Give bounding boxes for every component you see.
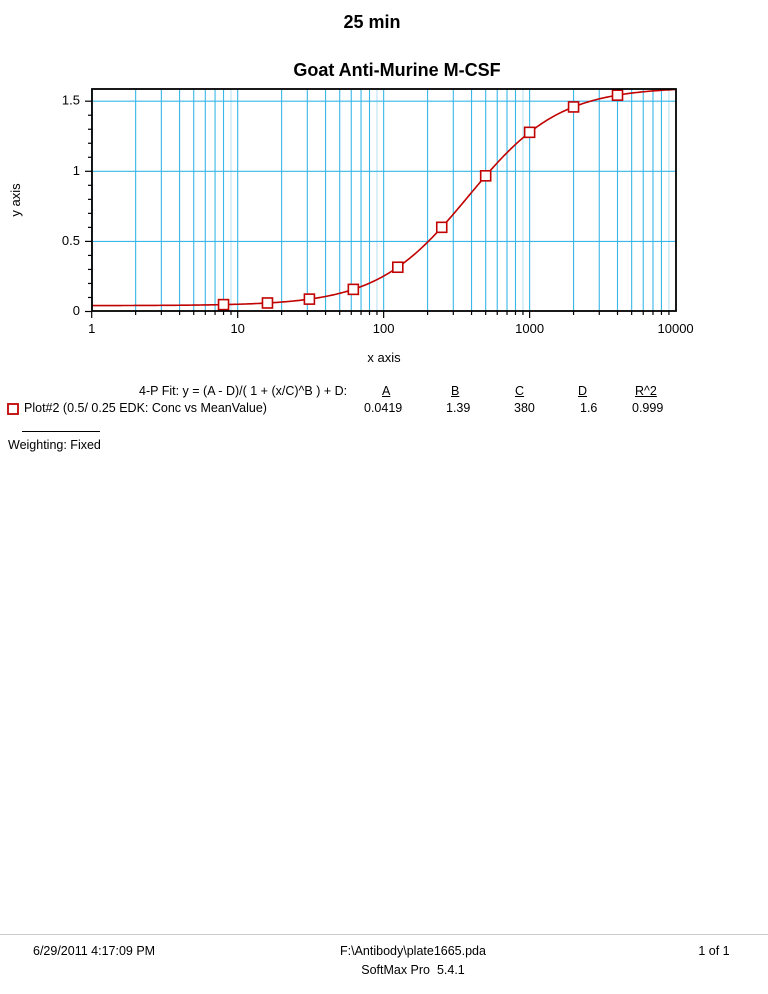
svg-text:10: 10 [230, 321, 244, 336]
svg-text:1: 1 [73, 163, 80, 178]
svg-text:1.5: 1.5 [62, 93, 80, 108]
svg-text:0: 0 [73, 303, 80, 318]
svg-text:1: 1 [88, 321, 95, 336]
svg-text:y axis: y axis [8, 183, 23, 217]
svg-text:1000: 1000 [515, 321, 544, 336]
svg-text:0.5: 0.5 [62, 233, 80, 248]
svg-text:100: 100 [373, 321, 395, 336]
svg-text:x axis: x axis [367, 350, 401, 365]
svg-text:10000: 10000 [658, 321, 694, 336]
